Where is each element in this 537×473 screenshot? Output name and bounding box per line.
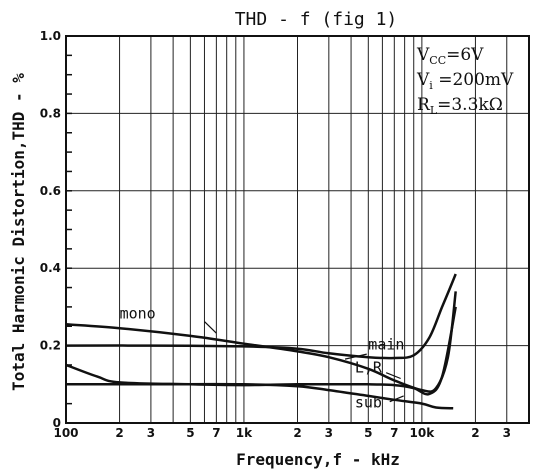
x-tick-label: 100 [53, 426, 78, 440]
condition-vi: Vi =200mV [416, 70, 514, 92]
annotations: mono main L,R sub [120, 305, 405, 412]
x-tick-label: 2 [293, 426, 301, 440]
x-tick-label: 3 [325, 426, 333, 440]
condition-rl: RL=3.3kΩ [417, 95, 503, 117]
series-line-sub [65, 382, 454, 410]
y-tick-label: 0.8 [40, 106, 61, 120]
x-tick-label: 7 [390, 426, 398, 440]
series-lines [65, 273, 457, 410]
y-tick-label: 0.2 [40, 339, 61, 353]
y-tick-label: 0 [53, 416, 61, 430]
leader-sub [389, 395, 404, 403]
series-line-main [65, 273, 457, 360]
x-tick-label: 7 [212, 426, 220, 440]
series-line-lr [65, 306, 457, 396]
x-tick-label: 3 [147, 426, 155, 440]
condition-vcc: VCC=6V [416, 45, 484, 67]
y-axis-label: Total Harmonic Distortion,THD - % [9, 73, 28, 391]
conditions-box: VCC=6V Vi =200mV RL=3.3kΩ [416, 45, 514, 117]
x-tick-label: 1k [236, 426, 253, 440]
x-tick-label: 2 [115, 426, 123, 440]
y-tick-label: 0.6 [40, 184, 61, 198]
x-tick-label: 5 [364, 426, 372, 440]
leader-main [344, 353, 367, 360]
leader-lr [385, 372, 401, 380]
y-tick-label: 1.0 [40, 29, 61, 43]
y-tick-label: 0.4 [40, 261, 61, 275]
x-axis-label: Frequency,f - kHz [236, 450, 400, 469]
annotation-mono: mono [120, 305, 156, 323]
leader-mono [204, 321, 217, 334]
chart-title: THD - f (fig 1) [235, 9, 398, 30]
annotation-main: main [368, 335, 404, 353]
x-tick-label: 5 [186, 426, 194, 440]
annotation-sub: sub [355, 394, 382, 412]
annotation-lr: L,R [355, 359, 383, 377]
axis-ticks: 0 0.2 0.4 0.6 0.8 1.0 100 2 3 5 7 1k 2 3 5 7 10k 2 3 [40, 29, 511, 440]
x-tick-label: 10k [410, 426, 436, 440]
x-tick-label: 2 [471, 426, 479, 440]
x-tick-label: 3 [503, 426, 511, 440]
